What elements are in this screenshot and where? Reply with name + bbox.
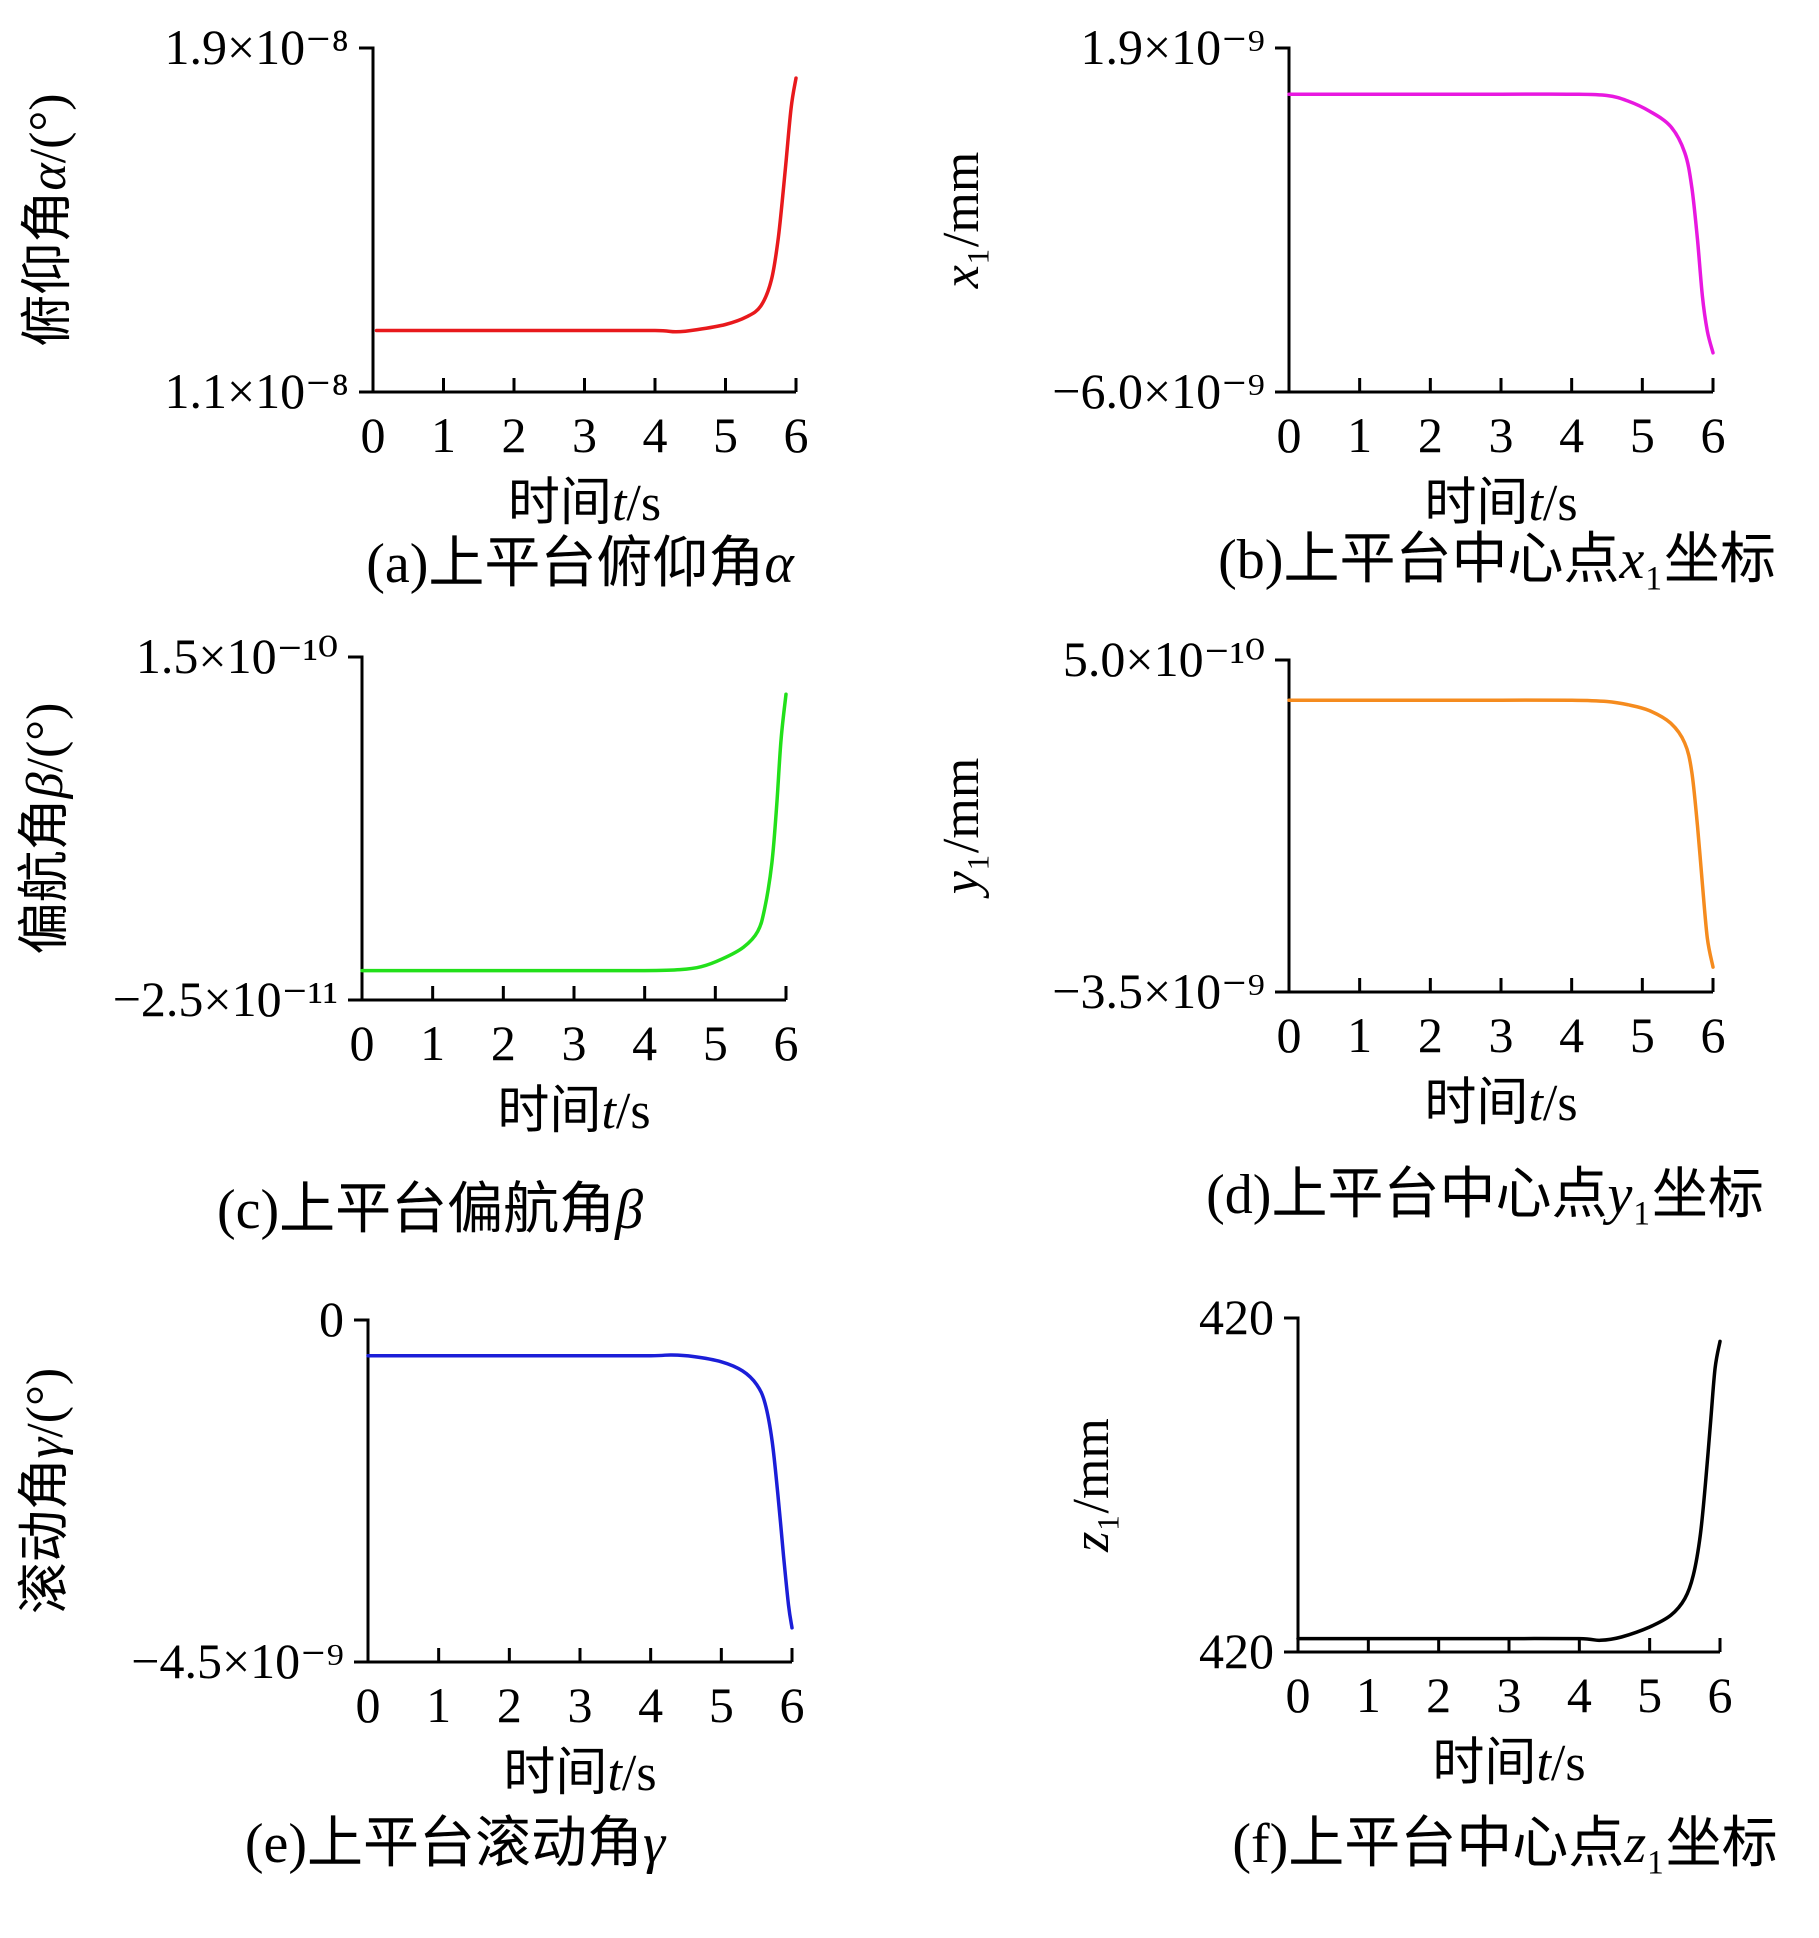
x-tick-label-e-1: 1 [426,1677,451,1733]
x-tick-label-b-2: 2 [1418,407,1443,463]
x-tick-label-b-4: 4 [1559,407,1584,463]
y-axis-label-e: 滚动角γ/(°) [17,1368,74,1614]
x-tick-label-a-6: 6 [784,407,809,463]
x-tick-label-a-3: 3 [572,407,597,463]
x-tick-label-a-4: 4 [643,407,668,463]
x-tick-label-b-1: 1 [1347,407,1372,463]
axes-b [1275,46,1713,394]
y-tick-label-bottom-e: −4.5×10⁻⁹ [131,1633,344,1689]
x-tick-label-c-3: 3 [562,1015,587,1071]
x-tick-label-b-0: 0 [1277,407,1302,463]
chart-panel-d: 0 1 2 3 4 5 6 5.0×10⁻¹⁰ −3.5×10⁻⁹ y₁/mm 时间t/s (d)上平… [933,631,1764,1226]
x-tick-label-a-1: 1 [431,407,456,463]
y-tick-label-bottom-c: −2.5×10⁻¹¹ [113,971,338,1027]
x-tick-label-d-2: 2 [1418,1007,1443,1063]
series-line-c-0 [360,692,788,973]
x-tick-label-d-0: 0 [1277,1007,1302,1063]
x-tick-label-d-6: 6 [1701,1007,1726,1063]
x-tick-label-e-2: 2 [497,1677,522,1733]
x-tick-label-e-5: 5 [709,1677,734,1733]
x-axis-label-d: 时间t/s [1424,1075,1577,1132]
x-tick-label-a-0: 0 [361,407,386,463]
x-axis-label-b: 时间t/s [1424,475,1577,532]
axes-e [354,1318,792,1664]
x-axis-label-e: 时间t/s [503,1745,656,1802]
x-tick-label-e-0: 0 [356,1677,381,1733]
x-tick-label-f-5: 5 [1637,1667,1662,1723]
x-tick-label-f-1: 1 [1356,1667,1381,1723]
caption-e: (e)上平台滚动角γ [245,1813,667,1875]
chart-panel-c: 0 1 2 3 4 5 6 1.5×10⁻¹⁰ −2.5×10⁻¹¹ 偏航角β/(°) 时间t/s (… [17,628,799,1241]
caption-a: (a)上平台俯仰角α [366,533,795,595]
x-tick-label-a-2: 2 [502,407,527,463]
y-axis-label-d: y₁/mm [933,758,990,900]
x-tick-label-c-2: 2 [491,1015,516,1071]
y-tick-label-top-b: 1.9×10⁻⁹ [1080,19,1265,75]
chart-panels: 0 1 2 3 4 5 61.9×10⁻⁸1.1×10⁻⁸俯仰角α/(°)时间t/s(a)上… [17,19,1778,1875]
x-tick-label-f-4: 4 [1567,1667,1592,1723]
caption-d: (d)上平台中心点y₁坐标 [1206,1164,1764,1226]
x-tick-label-d-3: 3 [1489,1007,1514,1063]
x-tick-label-c-4: 4 [632,1015,657,1071]
x-tick-label-c-6: 6 [774,1015,799,1071]
series-line-e-0 [366,1353,794,1630]
x-tick-label-c-1: 1 [420,1015,445,1071]
y-tick-label-bottom-d: −3.5×10⁻⁹ [1052,963,1265,1019]
axes-a [359,46,796,394]
y-axis-label-c: 偏航角β/(°) [17,703,74,955]
series-line-f-0 [1296,1339,1722,1643]
y-axis-label-f: z₁/mm [1063,1418,1120,1553]
x-tick-label-e-3: 3 [568,1677,593,1733]
axes-c [348,655,786,1002]
y-tick-label-bottom-f: 420 [1199,1623,1274,1679]
x-axis-label-c: 时间t/s [497,1083,650,1140]
caption-c: (c)上平台偏航角β [217,1179,643,1241]
y-tick-label-top-f: 420 [1199,1289,1274,1345]
x-tick-label-f-2: 2 [1426,1667,1451,1723]
y-tick-label-bottom-a: 1.1×10⁻⁸ [164,363,349,419]
x-tick-label-d-1: 1 [1347,1007,1372,1063]
x-tick-label-e-4: 4 [638,1677,663,1733]
x-tick-label-d-4: 4 [1559,1007,1584,1063]
x-axis-label-f: 时间t/s [1432,1735,1585,1792]
x-tick-label-e-6: 6 [780,1677,805,1733]
y-tick-label-top-a: 1.9×10⁻⁸ [164,19,349,75]
y-tick-label-top-e: 0 [319,1291,344,1347]
y-axis-label-a: 俯仰角α/(°) [20,93,77,346]
series-line-d-0 [1287,698,1715,969]
chart-panel-a: 0 1 2 3 4 5 6 1.9×10⁻⁸ 1.1×10⁻⁸ 俯仰角α/(°) 时间t/s(a)上… [20,19,809,595]
x-tick-label-c-5: 5 [703,1015,728,1071]
y-tick-label-top-d: 5.0×10⁻¹⁰ [1063,631,1265,687]
x-tick-label-f-0: 0 [1286,1667,1311,1723]
x-tick-label-b-5: 5 [1630,407,1655,463]
x-tick-label-a-5: 5 [713,407,738,463]
x-tick-label-d-5: 5 [1630,1007,1655,1063]
x-tick-label-c-0: 0 [350,1015,375,1071]
caption-b: (b)上平台中心点x₁坐标 [1218,529,1776,591]
series-line-b-0 [1287,92,1715,355]
caption-f: (f)上平台中心点z₁坐标 [1232,1813,1777,1875]
x-tick-label-f-6: 6 [1708,1667,1733,1723]
axes-f [1284,1316,1720,1654]
chart-panel-f: 0 1 2 3 4 5 6 420 420 z₁/mm 时间t/s (f)上平台中心点z₁坐标 [1063,1289,1778,1875]
x-tick-label-f-3: 3 [1497,1667,1522,1723]
x-axis-label-a: 时间t/s [508,475,661,532]
chart-panel-b: 0 1 2 3 4 5 6 1.9×10⁻⁹ −6.0×10⁻⁹ x₁/mm 时间t/s(b)上平台… [933,19,1776,591]
x-tick-label-b-6: 6 [1701,407,1726,463]
series-line-a-0 [374,76,798,334]
y-tick-label-bottom-b: −6.0×10⁻⁹ [1052,363,1265,419]
y-axis-label-b: x₁/mm [933,152,990,290]
y-tick-label-top-c: 1.5×10⁻¹⁰ [136,628,338,684]
x-tick-label-b-3: 3 [1489,407,1514,463]
